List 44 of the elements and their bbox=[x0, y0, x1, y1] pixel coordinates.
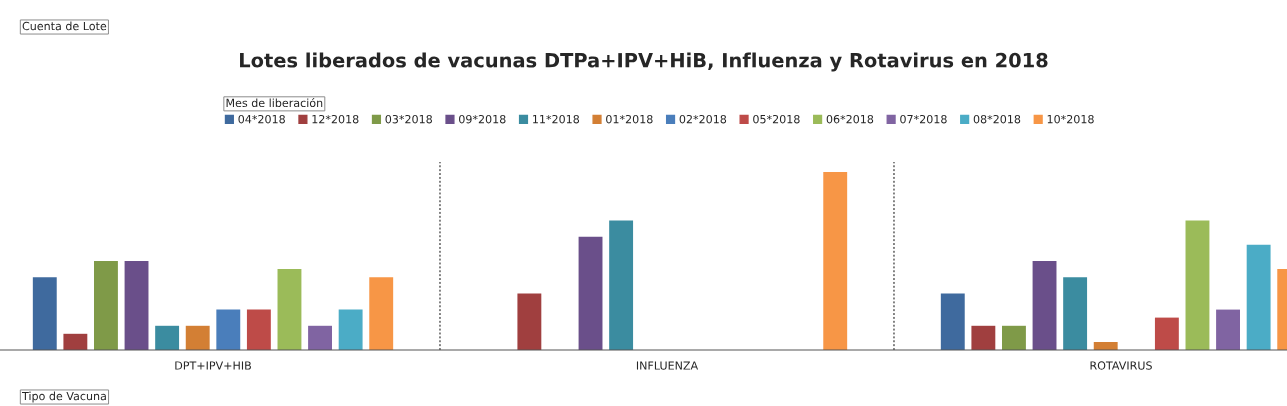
bar bbox=[63, 333, 88, 350]
legend-label: 10*2018 bbox=[1047, 114, 1094, 124]
bar bbox=[277, 269, 302, 350]
bar bbox=[823, 171, 848, 350]
x-axis-title: Tipo de Vacuna bbox=[21, 391, 106, 403]
bar bbox=[94, 260, 118, 350]
legend-label: 12*2018 bbox=[312, 114, 359, 124]
bar bbox=[216, 309, 241, 350]
bar bbox=[1216, 309, 1240, 350]
bar bbox=[1185, 220, 1210, 350]
legend-title: Mes de liberación bbox=[226, 98, 323, 108]
bar bbox=[1002, 325, 1026, 350]
legend-label: 06*2018 bbox=[826, 114, 874, 124]
legend-label: 08*2018 bbox=[973, 114, 1021, 124]
bar bbox=[1032, 260, 1057, 350]
bar bbox=[1154, 317, 1179, 350]
bar bbox=[1246, 244, 1271, 350]
bar bbox=[155, 325, 180, 350]
x-tick-label: ROTAVIRUS bbox=[1090, 361, 1152, 370]
bar bbox=[578, 236, 603, 350]
bar bbox=[940, 293, 965, 350]
legend-label: 03*2018 bbox=[385, 114, 432, 124]
bar bbox=[517, 293, 542, 350]
bar bbox=[185, 325, 210, 350]
x-tick-label: INFLUENZA bbox=[636, 361, 699, 370]
text: Cuenta de Lote bbox=[22, 21, 107, 31]
bar bbox=[246, 309, 271, 350]
bar bbox=[124, 260, 149, 350]
legend-label: 02*2018 bbox=[679, 114, 727, 124]
legend-label: 01*2018 bbox=[606, 114, 653, 124]
bar bbox=[369, 277, 394, 350]
legend-label: 05*2018 bbox=[753, 114, 800, 124]
legend-label: 09*2018 bbox=[459, 114, 506, 124]
bar bbox=[32, 277, 57, 350]
bar bbox=[338, 309, 363, 350]
legend-label: 04*2018 bbox=[238, 114, 285, 124]
bar bbox=[971, 325, 996, 350]
bar bbox=[609, 220, 634, 350]
legend-label: 07*2018 bbox=[900, 114, 947, 124]
chart-title: Lotes liberados de vacunas DTPa+IPV+HiB, Influenza y Rotavirus en 2018 bbox=[240, 52, 1048, 72]
bar bbox=[308, 325, 332, 350]
bar bbox=[1063, 277, 1088, 350]
legend-label: 11*2018 bbox=[533, 114, 580, 124]
x-tick-label: DPT+IPV+HIB bbox=[175, 361, 251, 370]
